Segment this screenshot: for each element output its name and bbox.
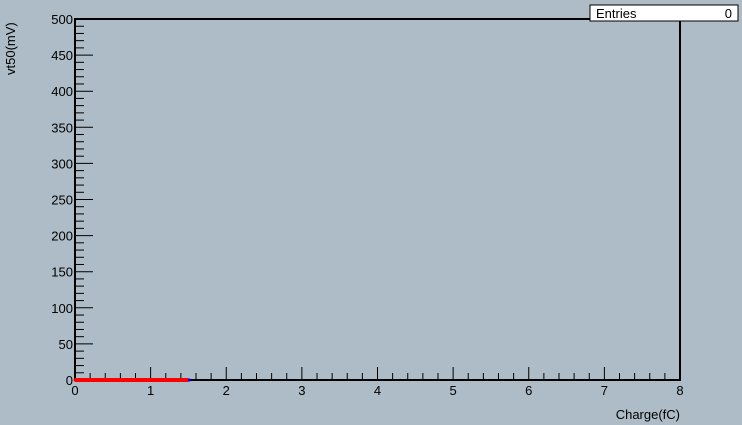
plot-frame (74, 18, 681, 381)
x-axis: 0 1 2 3 4 5 6 7 8 (71, 367, 684, 398)
stats-entries-value: 0 (725, 6, 732, 21)
y-tick-label: 500 (51, 12, 73, 27)
data-point (130, 378, 134, 382)
y-tick-label: 150 (51, 265, 73, 280)
x-axis-title: Charge(fC) (616, 407, 680, 422)
x-tick-label: 6 (525, 383, 532, 398)
y-tick-label: 400 (51, 84, 73, 99)
y-tick-label: 250 (51, 193, 73, 208)
data-point-end (187, 378, 191, 382)
x-tick-label: 5 (450, 383, 457, 398)
plot-area-border (74, 18, 681, 381)
data-series (73, 378, 191, 382)
y-tick-label: 300 (51, 156, 73, 171)
y-tick-label: 350 (51, 120, 73, 135)
y-tick-label: 100 (51, 301, 73, 316)
y-tick-label: 0 (66, 373, 73, 388)
data-point (149, 378, 153, 382)
y-axis-title: vt50(mV) (3, 22, 18, 75)
x-tick-label: 3 (298, 383, 305, 398)
x-tick-label: 1 (147, 383, 154, 398)
data-point (73, 378, 77, 382)
data-point (111, 378, 115, 382)
data-point (168, 378, 172, 382)
data-point (92, 378, 96, 382)
stats-box: Entries 0 (589, 4, 739, 22)
x-tick-label: 4 (374, 383, 381, 398)
y-tick-label: 50 (59, 337, 73, 352)
y-tick-label: 450 (51, 48, 73, 63)
x-tick-label: 0 (71, 383, 78, 398)
x-tick-label: 7 (601, 383, 608, 398)
y-tick-label: 200 (51, 229, 73, 244)
x-tick-label: 8 (676, 383, 683, 398)
y-axis: 0 50 100 150 200 250 300 350 400 450 500 (51, 12, 93, 388)
x-tick-label: 2 (223, 383, 230, 398)
stats-entries-label: Entries (596, 6, 637, 21)
